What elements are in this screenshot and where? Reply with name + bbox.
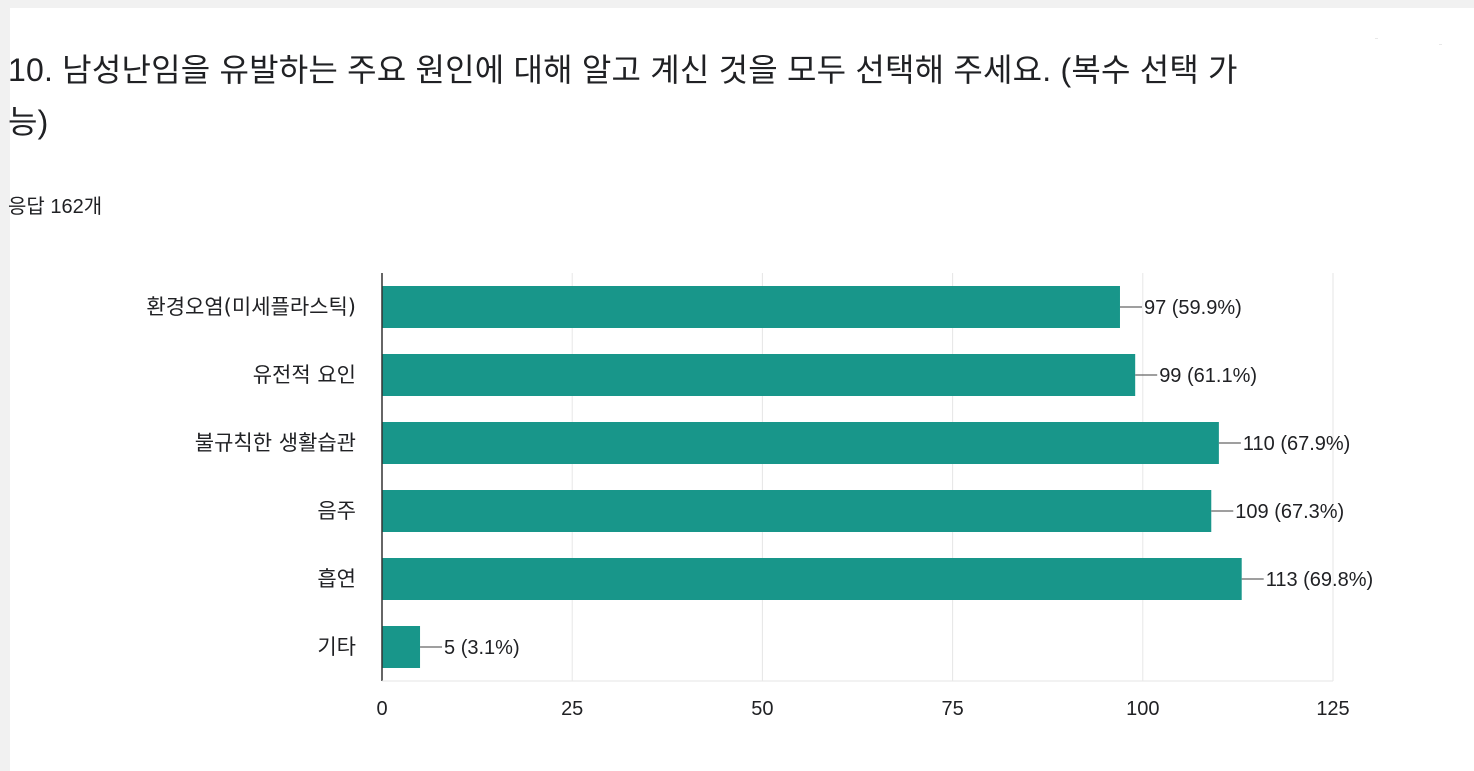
data-label: 99 (61.1%) [1159, 365, 1257, 387]
data-label: 113 (69.8%) [1266, 569, 1373, 591]
bars [382, 286, 1242, 668]
category-label: 유전적 요인 [253, 363, 356, 387]
bar [382, 490, 1212, 532]
x-tick-label: 100 [1126, 698, 1159, 720]
corner-mark [1375, 38, 1378, 39]
category-label: 기타 [317, 635, 356, 659]
bar [382, 286, 1120, 328]
x-tick-label: 0 [376, 698, 387, 720]
category-label: 불규칙한 생활습관 [195, 431, 356, 455]
bar [382, 626, 421, 668]
response-count: 응답 162개 [8, 196, 103, 218]
bar [382, 558, 1242, 600]
data-label: 97 (59.9%) [1144, 297, 1242, 319]
x-tick-label: 50 [751, 698, 773, 720]
data-label: 109 (67.3%) [1235, 501, 1344, 523]
data-label: 110 (67.9%) [1243, 433, 1350, 455]
grid-lines [571, 273, 1334, 681]
data-labels: 97 (59.9%) 99 (61.1%) 110 (67.9%) 109 (67.3… [444, 297, 1373, 659]
corner-mark [1439, 44, 1442, 45]
category-label: 흡연 [317, 567, 356, 591]
x-tick-label: 75 [941, 698, 963, 720]
bar [382, 422, 1219, 464]
leader-lines [420, 306, 1264, 648]
x-tick-label: 25 [561, 698, 583, 720]
x-tick-labels: 0 25 50 75 100 125 [376, 698, 1349, 720]
question-title: 10. 남성난임을 유발하는 주요 원인에 대해 알고 계신 것을 모두 선택해… [8, 52, 1238, 140]
category-label: 음주 [317, 499, 356, 523]
data-label: 5 (3.1%) [444, 637, 520, 659]
x-tick-label: 125 [1316, 698, 1349, 720]
category-label: 환경오염(미세플라스틱) [146, 295, 356, 319]
bar [382, 354, 1136, 396]
